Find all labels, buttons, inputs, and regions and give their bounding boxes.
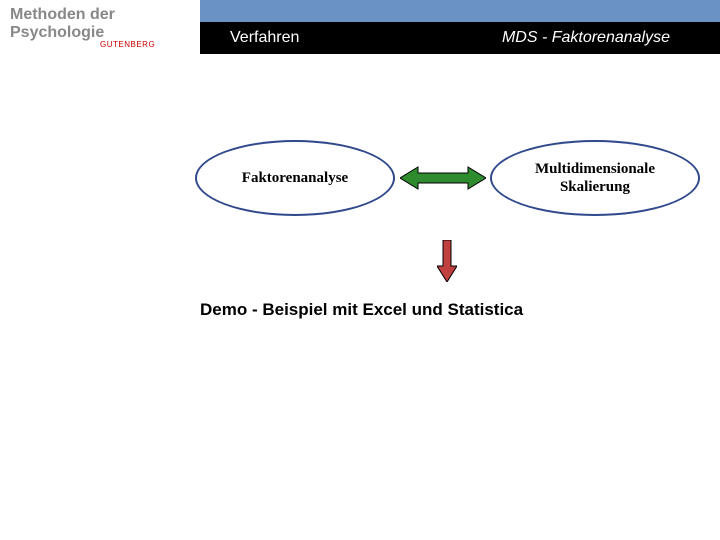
node-mds-label: MultidimensionaleSkalierung [535,160,655,196]
section-label: Verfahren [230,29,299,47]
title-line-2: Psychologie [10,24,104,41]
double-arrow-icon [400,165,486,191]
demo-caption: Demo - Beispiel mit Excel und Statistica [200,300,700,320]
topic-label: MDS - Faktorenanalyse [502,29,670,47]
university-logo-text: GUTENBERG [100,40,155,49]
course-title: Methoden der Psychologie [10,6,190,43]
title-line-1: Methoden der [10,6,115,23]
down-arrow-icon [437,240,457,282]
header-black-bar: Verfahren MDS - Faktorenanalyse [200,22,720,54]
node-mds: MultidimensionaleSkalierung [492,142,698,214]
node-faktorenanalyse: Faktorenanalyse [197,142,393,214]
